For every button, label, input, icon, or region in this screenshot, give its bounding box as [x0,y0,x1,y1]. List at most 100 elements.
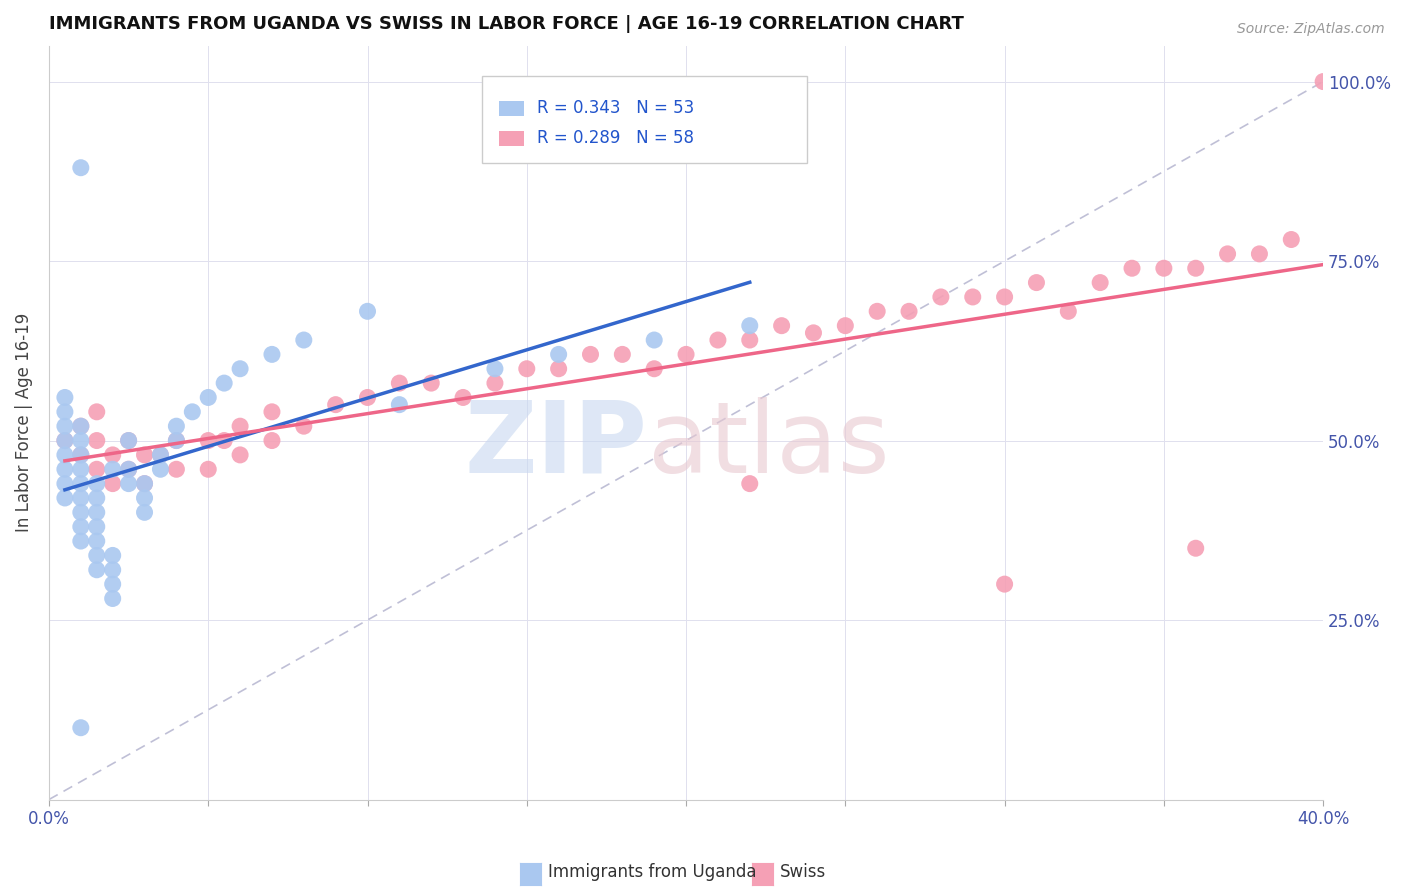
Point [325,398,347,412]
Point [53,462,76,476]
Point [212,376,235,390]
Point [866,304,889,318]
Point [86,476,108,491]
Text: Source: ZipAtlas.com: Source: ZipAtlas.com [1237,22,1385,37]
Point [388,398,411,412]
Point [197,434,219,448]
Point [101,591,124,606]
Text: Immigrants from Uganda: Immigrants from Uganda [548,863,756,881]
Point [165,419,187,434]
Point [165,434,187,448]
Text: R = 0.343   N = 53: R = 0.343 N = 53 [537,99,695,117]
Point [53,491,76,505]
Point [579,347,602,361]
Point [212,434,235,448]
Point [1184,261,1206,276]
Point [69,534,91,549]
Point [101,462,124,476]
Point [356,391,378,405]
Point [612,347,634,361]
Point [260,405,283,419]
Point [834,318,856,333]
Point [69,419,91,434]
Point [181,405,204,419]
Point [134,448,156,462]
Text: Swiss: Swiss [780,863,827,881]
Point [149,448,172,462]
Point [134,476,156,491]
Point [165,434,187,448]
Point [69,161,91,175]
Point [229,361,252,376]
Point [101,476,124,491]
Point [547,361,569,376]
Point [149,462,172,476]
Point [69,519,91,533]
Point [707,333,730,347]
Point [1249,247,1271,261]
Point [86,505,108,519]
Point [1184,541,1206,556]
Point [53,476,76,491]
Text: atlas: atlas [648,397,890,493]
Point [86,534,108,549]
Point [260,347,283,361]
Point [86,462,108,476]
Point [69,419,91,434]
Point [229,419,252,434]
Point [69,505,91,519]
Point [229,448,252,462]
Point [738,476,761,491]
Point [738,333,761,347]
Point [994,290,1017,304]
Point [149,448,172,462]
Point [117,434,139,448]
Point [53,448,76,462]
Point [101,448,124,462]
Point [101,563,124,577]
Text: ZIP: ZIP [465,397,648,493]
Point [388,376,411,390]
Point [420,376,443,390]
Point [86,491,108,505]
Point [101,577,124,591]
Point [117,462,139,476]
Point [53,405,76,419]
Point [69,448,91,462]
Point [86,434,108,448]
Point [101,549,124,563]
Text: IMMIGRANTS FROM UGANDA VS SWISS IN LABOR FORCE | AGE 16-19 CORRELATION CHART: IMMIGRANTS FROM UGANDA VS SWISS IN LABOR… [49,15,965,33]
Point [117,434,139,448]
Point [547,347,569,361]
Point [1121,261,1143,276]
Point [69,448,91,462]
Point [53,434,76,448]
Point [53,391,76,405]
Point [1057,304,1080,318]
FancyBboxPatch shape [482,76,807,162]
Point [675,347,697,361]
Point [197,462,219,476]
Point [1279,233,1302,247]
Point [69,721,91,735]
Point [134,476,156,491]
FancyBboxPatch shape [499,101,524,116]
Point [86,563,108,577]
Point [643,333,665,347]
FancyBboxPatch shape [499,131,524,146]
Point [484,376,506,390]
Point [738,318,761,333]
Point [994,577,1017,591]
Point [1216,247,1239,261]
Point [484,361,506,376]
Point [1088,276,1111,290]
Point [69,434,91,448]
Point [898,304,921,318]
Point [69,491,91,505]
Point [53,419,76,434]
Point [86,405,108,419]
Point [803,326,825,340]
Point [86,519,108,533]
Point [516,361,538,376]
Point [643,361,665,376]
